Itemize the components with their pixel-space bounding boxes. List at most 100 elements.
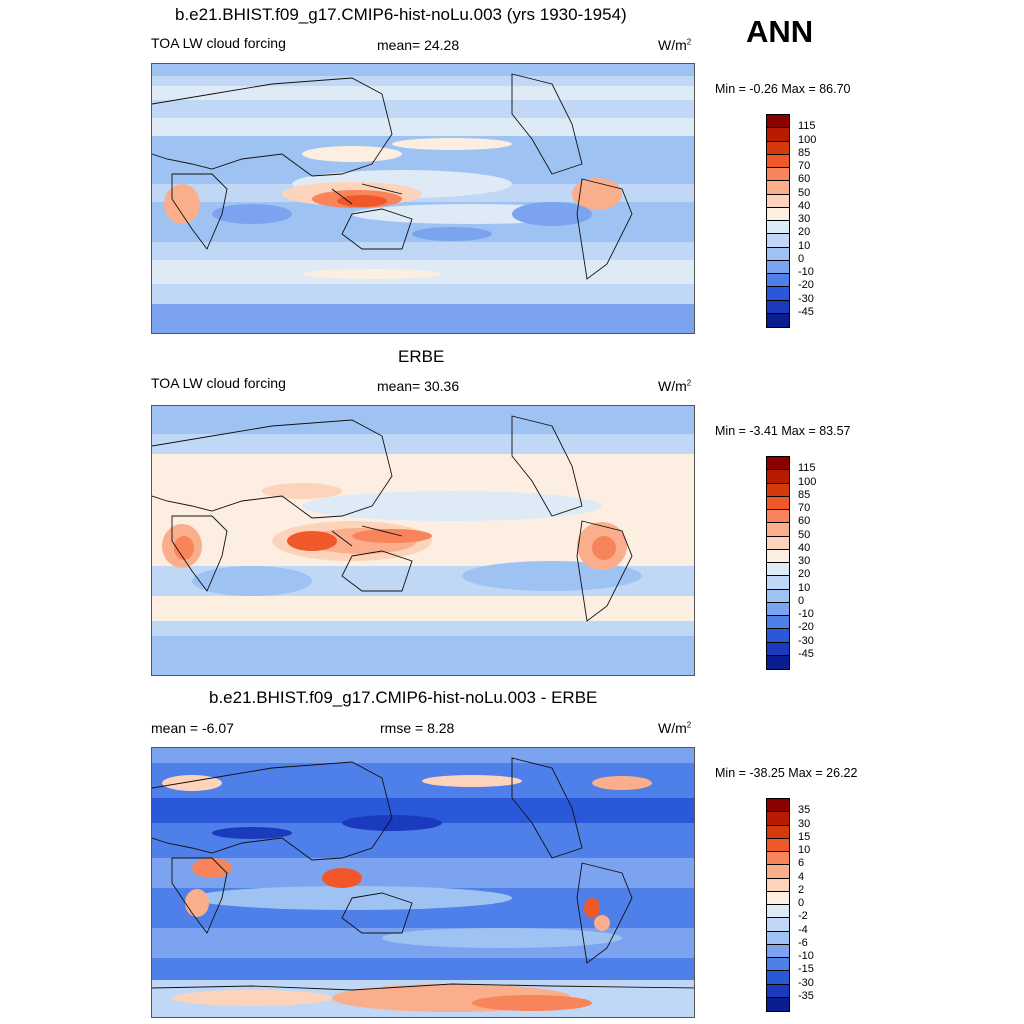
panel2-colorbar-swatch (767, 602, 789, 616)
panel1-colorbar-swatch (767, 234, 789, 248)
panel1-variable-label: TOA LW cloud forcing (151, 35, 286, 51)
panel2-colorbar-swatch (767, 589, 789, 603)
panel3-colorbar-swatch (767, 852, 789, 866)
panel3-mean-label: mean = -6.07 (151, 720, 234, 736)
panel1-colorbar-tick-label: -20 (798, 279, 814, 292)
panel1-colorbar-swatch (767, 313, 789, 327)
panel2-colorbar-tick-label: 0 (798, 594, 805, 607)
panel2-colorbar-tick-label: 40 (798, 541, 811, 554)
panel1-colorbar-swatch (767, 181, 789, 195)
panel3-colorbar-swatch (767, 812, 789, 826)
panel3-colorbar-tick-label: 35 (798, 804, 811, 817)
panel3-colorbar-swatch (767, 971, 789, 985)
panel1-colorbar-tick-label: 115 (798, 120, 816, 133)
panel1-colorbar-swatch (767, 194, 789, 208)
panel2-colorbar (766, 456, 790, 670)
panel3-minmax: Min = -38.25 Max = 26.22 (715, 766, 858, 780)
panel1-colorbar-swatch (767, 115, 789, 129)
panel2-colorbar-swatch (767, 510, 789, 524)
season-label: ANN (746, 14, 814, 49)
panel3-colorbar-tick-label: -30 (798, 976, 814, 989)
panel2-colorbar-tick-label: 10 (798, 581, 811, 594)
panel1-colorbar-swatch (767, 287, 789, 301)
panel3-colorbar-swatch (767, 944, 789, 958)
panel1-colorbar-tick-label: -45 (798, 305, 814, 318)
panel2-colorbar-swatch (767, 642, 789, 656)
panel1-map-svg (152, 64, 694, 333)
panel2-colorbar-tick-label: 60 (798, 515, 811, 528)
panel3-colorbar-tick-label: 15 (798, 830, 811, 843)
panel2-mean-label: mean= 30.36 (377, 378, 460, 394)
panel1-colorbar-tick-label: 100 (798, 133, 817, 146)
panel2-colorbar-swatch (767, 483, 789, 497)
panel3-colorbar-tick-label: 30 (798, 817, 811, 830)
panel2-colorbar-swatch (767, 655, 789, 669)
panel1-colorbar-tick-label: 0 (798, 252, 805, 265)
panel2-colorbar-swatch (767, 536, 789, 550)
panel2-colorbar-tick-label: -10 (798, 608, 814, 620)
panel1-colorbar-swatch (767, 141, 789, 155)
panel1-colorbar-tick-label: 60 (798, 173, 811, 186)
panel2-colorbar-swatch (767, 457, 789, 471)
panel3-colorbar-tick-label: 0 (798, 897, 805, 909)
case-title: b.e21.BHIST.f09_g17.CMIP6-hist-noLu.003 … (175, 5, 627, 24)
panel1-units: W/m2 (658, 37, 692, 53)
panel3-colorbar-tick-label: -6 (798, 936, 808, 949)
panel2-colorbar-tick-label: 70 (798, 502, 811, 514)
panel1-colorbar (766, 114, 790, 328)
panel2-colorbar-tick-label: 85 (798, 488, 811, 501)
panel2-colorbar-swatch (767, 496, 789, 510)
panel3-colorbar-swatch (767, 865, 789, 879)
panel1-mean-label: mean= 24.28 (377, 37, 460, 53)
panel3-rmse-label: rmse = 8.28 (380, 720, 455, 736)
panel2-units: W/m2 (658, 378, 692, 394)
panel2-colorbar-swatch (767, 563, 789, 577)
panel2-colorbar-tick-label: 115 (798, 462, 816, 475)
panel3-colorbar-swatch (767, 984, 789, 998)
panel1-colorbar-swatch (767, 221, 789, 235)
panel1-colorbar-tick-label: 50 (798, 186, 811, 199)
panel1-colorbar-swatch (767, 274, 789, 288)
panel3-colorbar-swatch (767, 891, 789, 905)
panel2-colorbar-tick-label: -30 (798, 634, 814, 647)
panel2-colorbar-swatch (767, 549, 789, 563)
panel1-colorbar-swatch (767, 168, 789, 182)
panel1-colorbar-swatch (767, 247, 789, 261)
panel3-colorbar-swatch (767, 958, 789, 972)
panel2-colorbar-swatch (767, 470, 789, 484)
panel3-colorbar-swatch (767, 905, 789, 919)
panel1-colorbar-swatch (767, 154, 789, 168)
panel3-title: b.e21.BHIST.f09_g17.CMIP6-hist-noLu.003 … (209, 688, 598, 707)
panel2-colorbar-tick-label: -20 (798, 621, 814, 634)
panel1-colorbar-tick-label: 20 (798, 226, 811, 239)
panel3-colorbar-swatch (767, 931, 789, 945)
panel2-colorbar-swatch (767, 576, 789, 590)
panel3-units: W/m2 (658, 720, 692, 736)
panel2-colorbar-tick-label: 20 (798, 568, 811, 581)
panel1-colorbar-tick-label: 40 (798, 199, 811, 212)
panel1-colorbar-swatch (767, 260, 789, 274)
panel3-colorbar-tick-label: 4 (798, 870, 805, 883)
panel3-colorbar-tick-label: -35 (798, 989, 814, 1002)
panel1-colorbar-swatch (767, 300, 789, 314)
panel2-colorbar-tick-label: 50 (798, 528, 811, 541)
panel2-colorbar-tick-label: 30 (798, 555, 811, 567)
panel3-colorbar-swatch (767, 918, 789, 932)
panel2-minmax: Min = -3.41 Max = 83.57 (715, 424, 851, 438)
panel1-colorbar-tick-label: 30 (798, 213, 811, 225)
panel1-minmax: Min = -0.26 Max = 86.70 (715, 82, 851, 96)
panel3-colorbar-tick-label: 6 (798, 857, 805, 870)
panel1-colorbar-tick-label: -10 (798, 266, 814, 278)
panel3-colorbar-tick-label: -2 (798, 910, 808, 923)
panel2-title: ERBE (398, 347, 445, 366)
panel1-colorbar-tick-label: 85 (798, 146, 811, 159)
panel3-colorbar-tick-label: 2 (798, 883, 805, 896)
panel3-colorbar-swatch (767, 997, 789, 1011)
panel3-colorbar-swatch (767, 878, 789, 892)
panel1-colorbar-tick-label: 10 (798, 239, 811, 252)
panel3-colorbar-swatch (767, 799, 789, 813)
panel2-variable-label: TOA LW cloud forcing (151, 375, 286, 391)
panel3-colorbar-tick-label: -4 (798, 923, 808, 936)
panel1-map (151, 63, 695, 334)
panel1-colorbar-swatch (767, 207, 789, 221)
